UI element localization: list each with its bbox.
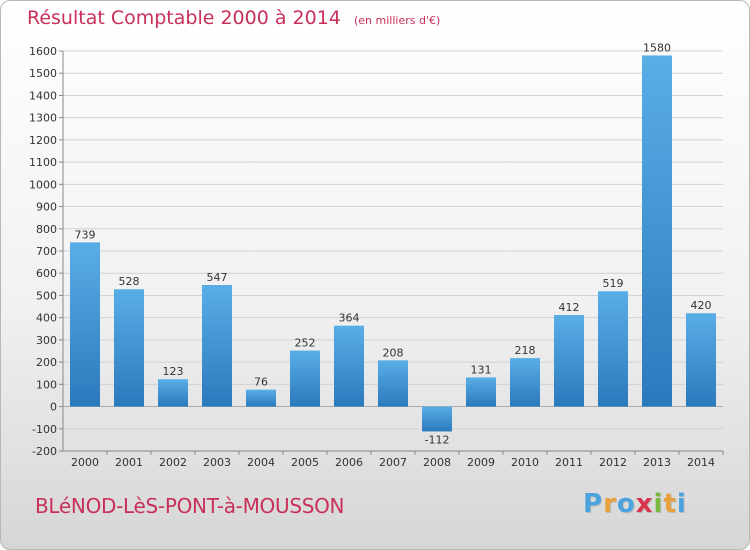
logo-letter: i	[653, 489, 664, 519]
y-tick-label: 1500	[29, 67, 57, 80]
bar-value-label: 412	[559, 301, 580, 314]
x-tick-label: 2014	[687, 456, 715, 469]
y-tick-label: 600	[36, 267, 57, 280]
y-tick-label: -200	[32, 445, 57, 458]
y-tick-label: 900	[36, 201, 57, 214]
logo-letter: x	[635, 489, 654, 519]
bar-value-label: 208	[383, 346, 404, 359]
x-tick-label: 2003	[203, 456, 231, 469]
x-tick-label: 2008	[423, 456, 451, 469]
bar-2013	[642, 55, 672, 407]
bar-value-label: 528	[119, 275, 140, 288]
x-tick-label: 2002	[159, 456, 187, 469]
y-tick-label: 800	[36, 223, 57, 236]
bar-2009	[466, 377, 496, 407]
x-tick-label: 2009	[467, 456, 495, 469]
x-tick-label: 2010	[511, 456, 539, 469]
title-row: Résultat Comptable 2000 à 2014 (en milli…	[27, 7, 440, 29]
y-tick-label: 1300	[29, 112, 57, 125]
x-tick-label: 2001	[115, 456, 143, 469]
y-tick-labels: -200 -100 0 100 200 300 400 500 600 700 800 900 1000…	[29, 45, 57, 458]
y-tick-label: 1200	[29, 134, 57, 147]
bar-2004	[246, 389, 276, 407]
bar-2005	[290, 350, 320, 407]
y-tick-label: 0	[50, 401, 57, 414]
bar-value-label: 131	[471, 363, 492, 376]
bar-2003	[202, 285, 232, 407]
bar-value-label: 739	[75, 228, 96, 241]
bar-2007	[378, 360, 408, 407]
bar-value-label: 123	[163, 365, 184, 378]
x-tick-label: 2004	[247, 456, 275, 469]
proxiti-logo: Proxiti	[583, 489, 687, 519]
y-tick-label: 100	[36, 378, 57, 391]
bar-2008	[422, 406, 452, 432]
y-tick-label: 1400	[29, 89, 57, 102]
axes	[59, 50, 724, 455]
logo-letter: r	[603, 489, 617, 519]
logo-letter: o	[616, 489, 636, 519]
y-tick-label: 1600	[29, 45, 57, 58]
bars	[70, 55, 716, 432]
bar-2014	[686, 313, 716, 407]
bar-value-label: 252	[295, 337, 316, 350]
bar-2002	[158, 379, 188, 407]
bar-value-label: 519	[603, 277, 624, 290]
bar-value-label: -112	[425, 433, 450, 446]
bar-2001	[114, 289, 144, 407]
y-tick-label: 300	[36, 334, 57, 347]
x-tick-label: 2006	[335, 456, 363, 469]
bar-2006	[334, 325, 364, 407]
y-tick-label: 400	[36, 312, 57, 325]
y-tick-label: 700	[36, 245, 57, 258]
bar-value-label: 547	[207, 271, 228, 284]
y-tick-label: -100	[32, 423, 57, 436]
x-tick-label: 2005	[291, 456, 319, 469]
bar-2011	[554, 315, 584, 407]
bar-2010	[510, 358, 540, 407]
bar-value-label: 76	[254, 376, 268, 389]
x-tick-label: 2007	[379, 456, 407, 469]
bar-value-labels: 739 528 123 547 76 252 364 208 -112 131 218 412 519 1…	[75, 41, 712, 446]
x-tick-label: 2013	[643, 456, 671, 469]
y-tick-label: 200	[36, 356, 57, 369]
bar-value-label: 218	[515, 344, 536, 357]
chart-subtitle: (en milliers d'€)	[353, 14, 441, 27]
y-tick-label: 1000	[29, 178, 57, 191]
bar-value-label: 364	[339, 312, 360, 325]
bar-value-label: 420	[691, 299, 712, 312]
y-tick-label: 500	[36, 289, 57, 302]
x-tick-label: 2000	[71, 456, 99, 469]
y-tick-label: 1100	[29, 156, 57, 169]
logo-letter: P	[583, 489, 604, 519]
x-tick-labels: 2000 2001 2002 2003 2004 2005 2006 2007 2008 2009…	[71, 456, 715, 469]
chart-title: Résultat Comptable 2000 à 2014	[27, 7, 341, 29]
commune-name: BLéNOD-LèS-PONT-à-MOUSSON	[35, 494, 345, 518]
bar-2012	[598, 291, 628, 407]
x-tick-label: 2012	[599, 456, 627, 469]
bar-2000	[70, 242, 100, 407]
x-tick-label: 2011	[555, 456, 583, 469]
logo-letter: i	[676, 489, 687, 519]
bar-value-label: 1580	[643, 41, 671, 54]
logo-letter: t	[663, 489, 677, 519]
